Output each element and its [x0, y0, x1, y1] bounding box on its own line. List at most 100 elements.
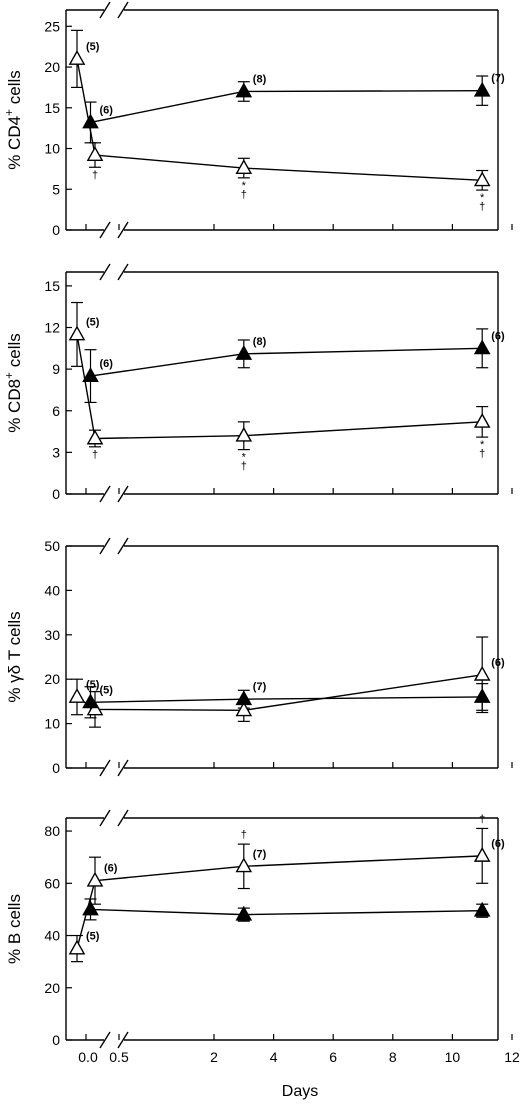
open-series-line: [76, 334, 96, 439]
open-series-line: [94, 435, 244, 440]
filled-triangle-marker: [82, 693, 99, 709]
axis-break-mark: [99, 537, 111, 555]
open-series-line: [243, 855, 483, 868]
open-triangle-marker: [68, 688, 86, 703]
n-label: (6): [104, 863, 118, 875]
n-label: (5): [86, 316, 100, 328]
open-triangle-marker: [235, 701, 253, 717]
y-tick-label: 0: [52, 1032, 60, 1048]
filled-series-line: [243, 696, 483, 700]
y-tick-label: 20: [44, 980, 60, 996]
axis-break-mark: [99, 1, 111, 19]
filled-triangle-marker: [235, 82, 253, 98]
filled-triangle-marker: [473, 901, 491, 917]
axis-break-mark: [99, 809, 111, 827]
y-tick-label: 80: [44, 823, 60, 839]
y-axis-label-sup: +: [2, 372, 16, 379]
significance-marker: †: [241, 829, 247, 841]
open-triangle-marker: [473, 665, 491, 681]
x-tick-label: 0.5: [109, 1049, 129, 1065]
open-triangle-marker: [68, 325, 86, 341]
y-tick-label: 40: [44, 928, 60, 944]
open-series-line: [243, 421, 483, 437]
axis-break-mark: [99, 263, 111, 281]
y-tick-label: 25: [44, 18, 60, 34]
significance-marker: †: [92, 449, 98, 461]
significance-marker: †: [241, 189, 247, 201]
axis-break-mark: [117, 1, 129, 19]
y-tick-label: 20: [44, 59, 60, 75]
y-tick-label: 20: [44, 671, 60, 687]
significance-marker: †: [92, 169, 98, 181]
significance-marker: *: [480, 439, 485, 451]
n-label: (7): [491, 73, 505, 85]
x-tick-label: 6: [329, 1049, 337, 1065]
open-triangle-marker: [235, 857, 253, 873]
axis-break-mark: [117, 263, 129, 281]
open-triangle-marker: [235, 159, 253, 175]
y-axis-label-text: % CD4: [5, 116, 24, 170]
y-tick-label: 0: [52, 760, 60, 776]
open-triangle-marker: [68, 939, 86, 955]
open-triangle-marker: [235, 426, 253, 442]
significance-marker: *: [480, 192, 485, 204]
x-tick-label: 12: [504, 1049, 520, 1065]
y-axis-label: % CD4+ cells: [2, 70, 24, 170]
filled-triangle-marker: [473, 339, 491, 355]
filled-triangle-marker: [473, 81, 491, 97]
filled-triangle-marker: [82, 113, 99, 129]
axis-break-mark: [117, 221, 129, 239]
axis-break-mark: [99, 221, 111, 239]
axis-break-mark: [99, 759, 111, 777]
filled-series-line: [90, 353, 244, 377]
n-label: (7): [253, 681, 267, 693]
axis-break-mark: [99, 485, 111, 503]
y-tick-label: 30: [44, 627, 60, 643]
y-tick-label: 12: [44, 320, 60, 336]
n-label: (5): [86, 931, 100, 943]
open-triangle-marker: [473, 412, 491, 428]
n-label: (6): [100, 104, 114, 116]
open-series-line: [94, 154, 244, 169]
y-tick-label: 6: [52, 403, 60, 419]
significance-marker: *: [242, 180, 247, 192]
significance-marker: †: [479, 201, 485, 213]
open-series-line: [94, 865, 244, 882]
y-tick-label: 50: [44, 538, 60, 554]
n-label: (8): [253, 336, 267, 348]
n-label: (8): [253, 73, 267, 85]
significance-marker: †: [479, 448, 485, 460]
y-axis-label: % CD8+ cells: [2, 333, 24, 433]
n-label: (6): [100, 358, 114, 370]
n-label: (5): [86, 679, 100, 691]
filled-series-line: [90, 698, 244, 703]
filled-triangle-marker: [235, 690, 253, 706]
y-tick-label: 15: [44, 278, 60, 294]
open-triangle-marker: [86, 700, 104, 716]
x-tick-label: 2: [210, 1049, 218, 1065]
filled-triangle-marker: [82, 900, 99, 916]
filled-triangle-marker: [473, 688, 491, 703]
open-triangle-marker: [86, 146, 104, 161]
x-tick-label: 0.0: [78, 1049, 98, 1065]
x-tick-label: 4: [270, 1049, 278, 1065]
x-tick-label: 10: [445, 1049, 461, 1065]
y-axis-label-sup: +: [2, 109, 16, 116]
filled-series-line: [243, 347, 483, 355]
y-axis-label-rest: cells: [5, 333, 24, 372]
filled-series-line: [90, 908, 244, 916]
axis-break-mark: [117, 759, 129, 777]
filled-triangle-marker: [82, 367, 99, 383]
axis-break-mark: [117, 809, 129, 827]
open-series-line: [76, 58, 96, 156]
n-label: (6): [491, 657, 505, 669]
axis-break-mark: [117, 537, 129, 555]
y-tick-label: 9: [52, 361, 60, 377]
y-tick-label: 3: [52, 444, 60, 460]
open-series-line: [243, 167, 483, 181]
panel-4: 0 20 40 60 80 % B cells (5) (6) (7) † (6) †: [5, 809, 513, 1049]
y-tick-label: 10: [44, 141, 60, 157]
y-tick-label: 0: [52, 222, 60, 238]
axis-break-mark: [117, 1031, 129, 1049]
